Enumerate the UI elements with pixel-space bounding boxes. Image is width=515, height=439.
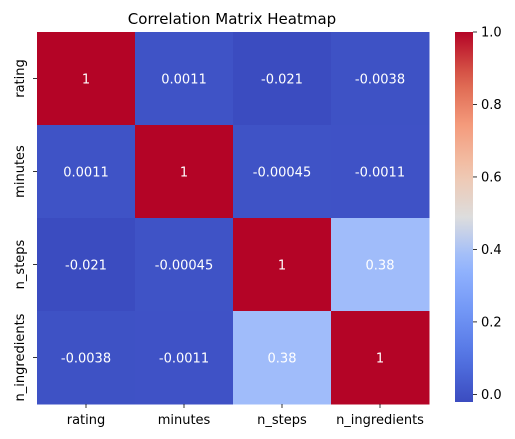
cell-label: 1	[278, 259, 286, 274]
heatmap-cell	[233, 311, 332, 405]
colorbar-tick-label: 0.4	[481, 243, 502, 258]
heatmap-cell	[233, 32, 332, 126]
heatmap-cell	[233, 125, 332, 219]
x-tick-label: n_steps	[257, 413, 307, 428]
heatmap-cell	[37, 311, 136, 405]
cell-label: 1	[180, 166, 188, 181]
cell-label: -0.0011	[355, 166, 405, 181]
heatmap-cell	[135, 311, 234, 405]
cell-label: -0.0038	[355, 73, 405, 88]
colorbar: 0.0 0.2 0.4 0.6 0.8 1.0	[455, 26, 502, 403]
cell-label: 0.38	[268, 352, 297, 367]
heatmap-cell	[135, 125, 234, 219]
heatmap-cell	[135, 218, 234, 312]
y-tick-label: n_steps	[13, 239, 28, 289]
colorbar-tick-label: 0.2	[481, 315, 502, 330]
heatmap-cell	[233, 218, 332, 312]
cell-label: -0.00045	[253, 166, 311, 181]
heatmap-cell	[37, 32, 136, 126]
cell-label: 1	[82, 73, 90, 88]
heatmap-cell	[37, 125, 136, 219]
heatmap-cell	[331, 311, 430, 405]
x-tick-label: rating	[67, 413, 106, 428]
y-tick-label: minutes	[13, 145, 28, 198]
cell-labels: 1 0.0011 -0.021 -0.0038 0.0011 1 -0.00045 -0.00…	[61, 73, 405, 367]
heatmap-cell	[331, 218, 430, 312]
heatmap-cell	[37, 218, 136, 312]
cell-label: -0.021	[65, 259, 107, 274]
cell-label: -0.00045	[155, 259, 213, 274]
cell-label: 0.0011	[161, 73, 207, 88]
x-axis: rating minutes n_steps n_ingredients	[67, 404, 424, 428]
x-tick-label: minutes	[158, 413, 211, 428]
colorbar-tick-label: 0.0	[481, 388, 502, 403]
heatmap-cell	[331, 32, 430, 126]
colorbar-tick-label: 0.8	[481, 98, 502, 113]
cell-label: 1	[376, 352, 384, 367]
cell-label: -0.0038	[61, 352, 111, 367]
heatmap-cell	[135, 32, 234, 126]
x-tick-label: n_ingredients	[336, 413, 424, 428]
cell-label: -0.0011	[159, 352, 209, 367]
y-axis: rating minutes n_steps n_ingredients	[13, 59, 37, 401]
cell-label: 0.0011	[63, 166, 109, 181]
colorbar-tick-label: 0.6	[481, 170, 502, 185]
cell-label: -0.021	[261, 73, 303, 88]
heatmap-cells	[37, 32, 430, 405]
colorbar-tick-label: 1.0	[481, 26, 502, 41]
chart-title: Correlation Matrix Heatmap	[128, 10, 336, 28]
cell-label: 0.38	[366, 259, 395, 274]
colorbar-gradient	[455, 32, 473, 402]
y-tick-label: n_ingredients	[13, 313, 28, 401]
heatmap-cell	[331, 125, 430, 219]
y-tick-label: rating	[13, 59, 28, 98]
